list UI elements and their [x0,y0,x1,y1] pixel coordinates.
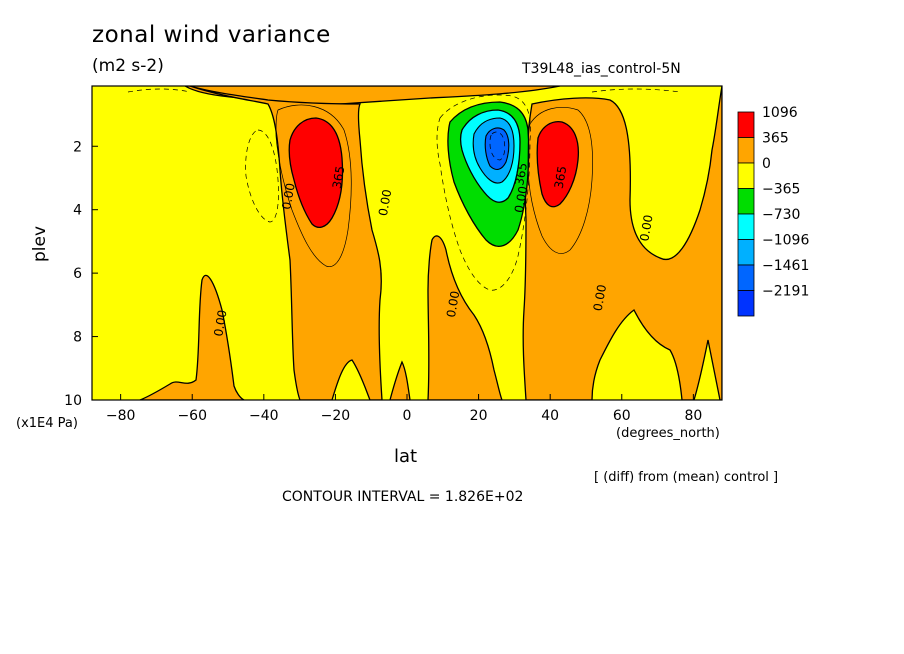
run-label: T39L48_ias_control-5N [522,61,681,77]
contour-label: 0.00 [279,182,297,211]
y-tick-label: 2 [73,139,82,155]
chart-units: (m2 s-2) [92,56,164,76]
contour-north-jet-outer [527,107,594,254]
contour-label: 365 [512,162,530,187]
colorbar-level-label: −365 [762,182,800,198]
y-axis-unit: (x1E4 Pa) [16,416,78,431]
contour-dashed-top-left [127,88,191,93]
colorbar-swatch [737,111,755,138]
colorbar-swatch [737,290,755,317]
colorbar-swatch [737,137,755,164]
x-tick-label: 60 [613,408,631,424]
contour-south-jet-outer [275,104,352,268]
chart-title: zonal wind variance [92,22,331,48]
diff-note: [ (diff) from (mean) control ] [594,470,779,485]
colorbar-level-label: 0 [762,156,771,172]
fill-red-north-jet [536,120,580,208]
colorbar-level-label: 1096 [762,105,798,121]
colorbar-swatch [737,188,755,215]
thin-contours [127,88,681,291]
contour-interval: CONTOUR INTERVAL = 1.826E+02 [282,489,524,505]
x-axis-label: lat [394,446,418,467]
x-tick-label: −40 [249,408,279,424]
colorbar-level-label: 365 [762,131,789,147]
contour-label: 0.00 [444,290,462,319]
colorbar-swatch [737,162,755,189]
x-axis-ticks: −80 −60 −40 −20 0 20 40 60 80 [106,394,702,424]
contour-label: 0.00 [376,188,394,217]
fill-red-south-jet [288,117,344,229]
fill-orange-equator-column [389,360,411,400]
contour-label: 0.00 [637,214,655,243]
colorbar-swatch [737,264,755,291]
contour-label: 365 [330,165,348,190]
colorbar-level-label: −1461 [762,258,809,274]
contour-dashed-neg-south [245,129,279,223]
x-tick-label: 80 [684,408,702,424]
x-axis-unit: (degrees_north) [616,426,720,441]
contour-dashed-blue-inner [489,131,506,161]
y-axis-ticks: 2 4 6 8 10 [64,139,98,409]
contour-label: 0.00 [211,309,229,338]
colorbar-level-label: −1096 [762,233,809,249]
contour-label: 0.00 [512,185,530,214]
fill-blue-core [484,127,510,171]
y-tick-label: 6 [73,266,82,282]
fill-orange-sh-lobe [139,274,245,400]
contour-dashed-green-outer [436,94,531,291]
contour-label: 0.00 [591,283,609,312]
x-tick-label: 40 [541,408,559,424]
x-tick-label: −60 [177,408,207,424]
colorbar-level-label: −730 [762,207,800,223]
x-tick-label: −80 [106,408,136,424]
x-tick-label: 0 [403,408,412,424]
colorbar-swatch [737,213,755,240]
y-tick-label: 8 [73,330,82,346]
x-tick-label: −20 [321,408,351,424]
contour-fills [92,86,722,400]
colorbar-level-label: −2191 [762,284,809,300]
y-tick-label: 4 [73,203,82,219]
colorbar-swatch [737,239,755,266]
fill-orange-nh-inner-column [427,235,503,400]
colorbar: 1096 365 0 −365 −730 −1096 −1461 −2191 [737,105,809,317]
x-tick-label: 20 [470,408,488,424]
y-tick-label: 10 [64,393,82,409]
contour-label: 365 [552,165,570,190]
